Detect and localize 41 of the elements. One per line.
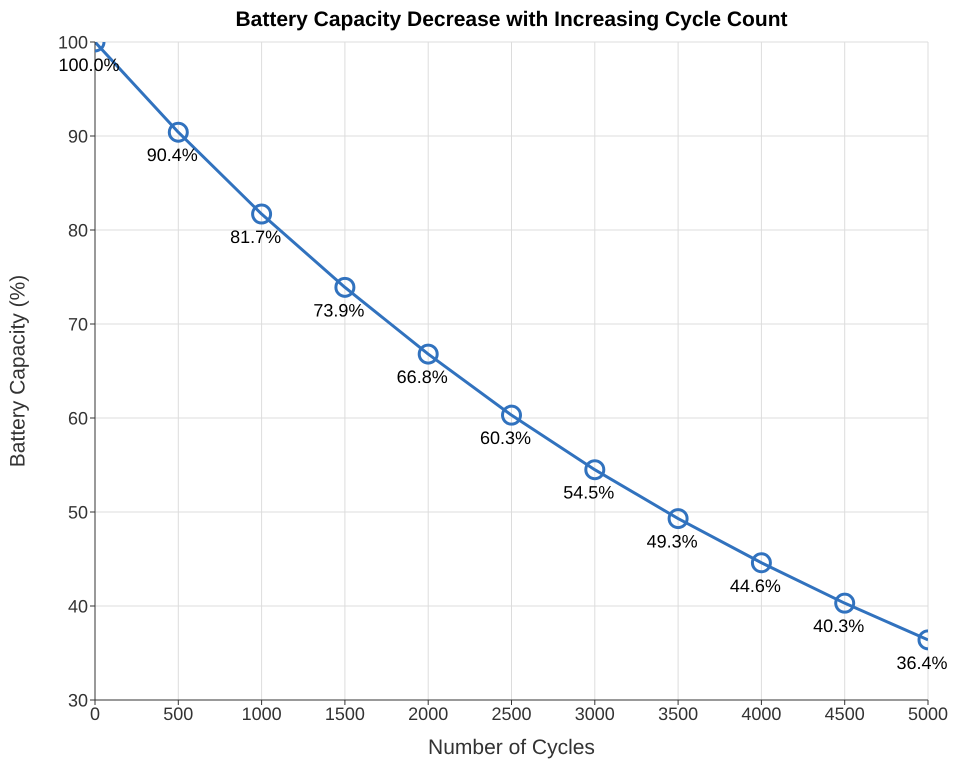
data-label: 36.4% [896,652,948,673]
data-label: 81.7% [230,227,282,248]
data-label: 73.9% [313,300,364,320]
x-tick-label: 500 [163,704,194,724]
point [418,344,439,365]
y-tick-label: 40 [68,596,88,616]
point [501,404,522,426]
y-axis-title: Battery Capacity (%) [6,274,30,468]
x-tick-label: 2500 [491,704,532,724]
point [834,592,856,614]
data-label: 44.6% [730,576,781,596]
data-label: 54.5% [563,482,614,503]
point [750,552,772,574]
data-label: 66.8% [396,367,448,388]
point [334,276,356,298]
x-tick-label: 0 [90,704,100,724]
data-label: 90.4% [146,145,198,166]
x-tick-label: 1500 [324,704,365,724]
point [168,122,189,143]
x-axis-title: Number of Cycles [428,736,595,759]
y-tick-label: 30 [68,690,88,710]
y-tick-label: 60 [68,408,88,428]
x-tick-label: 3500 [658,704,698,724]
point [251,204,272,225]
y-tick-label: 100 [58,32,88,52]
data-label: 60.3% [480,428,532,448]
x-tick-label: 4000 [741,704,782,724]
x-tick-label: 2000 [408,704,448,724]
y-tick-label: 90 [68,126,88,146]
point [584,459,606,480]
y-tick-label: 80 [68,220,88,240]
point [668,508,689,530]
data-label: 49.3% [646,532,698,552]
chart-title: Battery Capacity Decrease with Increasing Cycle Count [234,8,789,32]
y-tick-label: 70 [68,314,88,334]
y-tick-label: 50 [68,502,88,522]
x-tick-label: 3000 [574,704,615,724]
x-tick-label: 1000 [242,704,282,724]
x-tick-label: 5000 [908,704,948,724]
x-tick-label: 4500 [824,704,865,724]
data-label: 40.3% [813,616,864,636]
